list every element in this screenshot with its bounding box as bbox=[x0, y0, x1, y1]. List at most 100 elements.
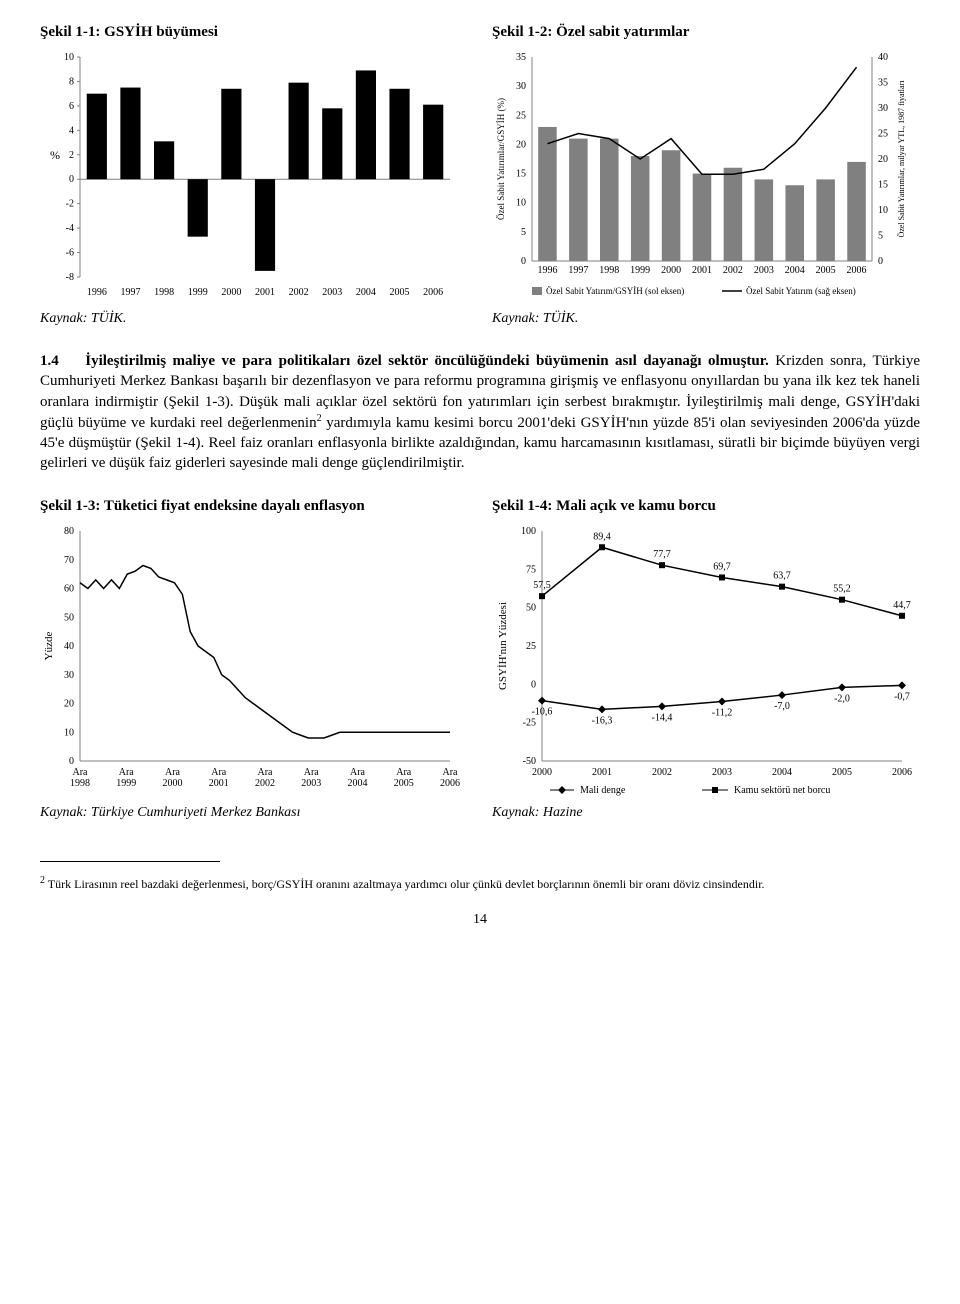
fig-1-2-chart: 051015202530350510152025303540Özel Sabit… bbox=[492, 47, 920, 307]
svg-text:Kamu sektörü net borcu: Kamu sektörü net borcu bbox=[734, 785, 830, 796]
svg-text:2004: 2004 bbox=[772, 767, 792, 778]
svg-text:2002: 2002 bbox=[289, 287, 309, 298]
svg-text:20: 20 bbox=[64, 698, 74, 709]
fig-1-2: Şekil 1-2: Özel sabit yatırımlar 0510152… bbox=[492, 24, 920, 327]
svg-text:2002: 2002 bbox=[723, 265, 743, 276]
svg-text:2003: 2003 bbox=[322, 287, 342, 298]
svg-text:100: 100 bbox=[521, 526, 536, 537]
fig-1-2-source: Kaynak: TÜİK. bbox=[492, 311, 920, 327]
svg-text:1997: 1997 bbox=[120, 287, 140, 298]
svg-text:1999: 1999 bbox=[630, 265, 650, 276]
svg-text:1999: 1999 bbox=[116, 778, 136, 789]
svg-text:-2: -2 bbox=[66, 199, 74, 210]
svg-text:2000: 2000 bbox=[661, 265, 681, 276]
svg-text:Ara: Ara bbox=[304, 767, 320, 778]
svg-text:69,7: 69,7 bbox=[713, 561, 731, 572]
fig-1-4-source: Kaynak: Hazine bbox=[492, 805, 920, 821]
svg-text:4: 4 bbox=[69, 125, 74, 136]
svg-text:5: 5 bbox=[521, 227, 526, 238]
svg-text:40: 40 bbox=[878, 52, 888, 63]
fig-1-1-chart: -8-6-4-20246810%199619971998199920002001… bbox=[40, 47, 468, 307]
fig-1-4-title: Şekil 1-4: Mali açık ve kamu borcu bbox=[492, 498, 920, 515]
fig-1-1: Şekil 1-1: GSYİH büyümesi -8-6-4-2024681… bbox=[40, 24, 468, 327]
svg-text:Ara: Ara bbox=[165, 767, 181, 778]
svg-text:8: 8 bbox=[69, 76, 74, 87]
paragraph-1-4: 1.4 İyileştirilmiş maliye ve para politi… bbox=[40, 351, 920, 474]
svg-text:57,5: 57,5 bbox=[533, 580, 551, 591]
svg-text:2001: 2001 bbox=[209, 778, 229, 789]
svg-text:2000: 2000 bbox=[532, 767, 552, 778]
fig-1-4: Şekil 1-4: Mali açık ve kamu borcu -50 -2… bbox=[492, 498, 920, 821]
svg-text:1998: 1998 bbox=[70, 778, 90, 789]
svg-text:Özel Sabit Yatırımlar, milyar: Özel Sabit Yatırımlar, milyar YTL, 1987 … bbox=[897, 80, 906, 238]
svg-text:-10,6: -10,6 bbox=[532, 706, 553, 717]
svg-text:2000: 2000 bbox=[221, 287, 241, 298]
fig-1-3-source: Kaynak: Türkiye Cumhuriyeti Merkez Banka… bbox=[40, 805, 468, 821]
svg-text:2: 2 bbox=[69, 150, 74, 161]
svg-text:1996: 1996 bbox=[537, 265, 557, 276]
svg-text:10: 10 bbox=[64, 52, 74, 63]
svg-text:70: 70 bbox=[64, 554, 74, 565]
svg-text:0: 0 bbox=[69, 174, 74, 185]
svg-text:Yüzde: Yüzde bbox=[43, 631, 55, 660]
svg-text:1998: 1998 bbox=[154, 287, 174, 298]
footnote-2: 2 Türk Lirasının reel bazdaki değerlenme… bbox=[40, 874, 920, 893]
svg-text:89,4: 89,4 bbox=[593, 531, 611, 542]
svg-text:Özel Sabit Yatırımlar/GSYİH (%: Özel Sabit Yatırımlar/GSYİH (%) bbox=[496, 98, 506, 220]
svg-text:35: 35 bbox=[516, 52, 526, 63]
fig-1-3: Şekil 1-3: Tüketici fiyat endeksine daya… bbox=[40, 498, 468, 821]
svg-text:-4: -4 bbox=[66, 223, 74, 234]
footnote-text: Türk Lirasının reel bazdaki değerlenmesi… bbox=[45, 877, 765, 891]
svg-text:Mali denge: Mali denge bbox=[580, 785, 626, 796]
svg-text:2006: 2006 bbox=[847, 265, 867, 276]
fig-1-4-chart: -50-250255075100GSYİH'nın Yüzdesi57,589,… bbox=[492, 521, 920, 801]
svg-text:-50: -50 bbox=[523, 756, 536, 767]
svg-text:-25: -25 bbox=[523, 717, 536, 728]
svg-text:6: 6 bbox=[69, 101, 74, 112]
svg-text:30: 30 bbox=[64, 669, 74, 680]
svg-text:60: 60 bbox=[64, 583, 74, 594]
svg-text:-16,3: -16,3 bbox=[592, 715, 613, 726]
svg-text:2002: 2002 bbox=[652, 767, 672, 778]
svg-text:-0,7: -0,7 bbox=[894, 691, 910, 702]
svg-text:1996: 1996 bbox=[87, 287, 107, 298]
svg-text:20: 20 bbox=[516, 139, 526, 150]
svg-text:Özel Sabit Yatırım (sağ eksen): Özel Sabit Yatırım (sağ eksen) bbox=[746, 286, 856, 296]
section-number: 1.4 bbox=[40, 353, 59, 369]
svg-text:Ara: Ara bbox=[119, 767, 135, 778]
svg-text:55,2: 55,2 bbox=[833, 583, 851, 594]
svg-text:10: 10 bbox=[878, 205, 888, 216]
svg-text:50: 50 bbox=[526, 602, 536, 613]
svg-text:Ara: Ara bbox=[211, 767, 227, 778]
fig-1-3-chart: 01020304050607080YüzdeAra1998Ara1999Ara2… bbox=[40, 521, 468, 801]
svg-text:2005: 2005 bbox=[394, 778, 414, 789]
svg-text:Özel Sabit Yatırım/GSYİH (sol: Özel Sabit Yatırım/GSYİH (sol eksen) bbox=[546, 286, 684, 296]
svg-text:2004: 2004 bbox=[356, 287, 376, 298]
page-number: 14 bbox=[40, 912, 920, 928]
svg-text:10: 10 bbox=[64, 727, 74, 738]
svg-text:Ara: Ara bbox=[443, 767, 459, 778]
svg-text:50: 50 bbox=[64, 612, 74, 623]
fig-1-1-title: Şekil 1-1: GSYİH büyümesi bbox=[40, 24, 468, 41]
svg-text:2006: 2006 bbox=[423, 287, 443, 298]
svg-text:15: 15 bbox=[516, 169, 526, 180]
svg-text:25: 25 bbox=[516, 110, 526, 121]
svg-text:2001: 2001 bbox=[255, 287, 275, 298]
svg-text:2005: 2005 bbox=[816, 265, 836, 276]
fig-1-1-source: Kaynak: TÜİK. bbox=[40, 311, 468, 327]
svg-text:5: 5 bbox=[878, 231, 883, 242]
svg-text:25: 25 bbox=[526, 641, 536, 652]
svg-text:1998: 1998 bbox=[599, 265, 619, 276]
svg-text:1997: 1997 bbox=[568, 265, 588, 276]
svg-text:-11,2: -11,2 bbox=[712, 707, 732, 718]
svg-text:0: 0 bbox=[878, 256, 883, 267]
svg-text:75: 75 bbox=[526, 564, 536, 575]
svg-text:Ara: Ara bbox=[350, 767, 366, 778]
svg-text:-8: -8 bbox=[66, 272, 74, 283]
bottom-charts-row: Şekil 1-3: Tüketici fiyat endeksine daya… bbox=[40, 498, 920, 821]
svg-text:2006: 2006 bbox=[892, 767, 912, 778]
svg-text:63,7: 63,7 bbox=[773, 570, 791, 581]
svg-text:%: % bbox=[50, 148, 60, 162]
svg-text:Ara: Ara bbox=[73, 767, 89, 778]
svg-text:GSYİH'nın Yüzdesi: GSYİH'nın Yüzdesi bbox=[497, 601, 509, 689]
